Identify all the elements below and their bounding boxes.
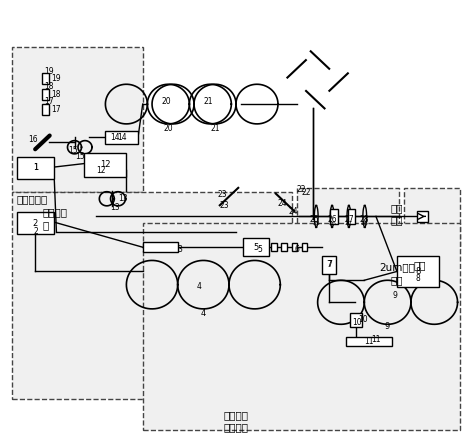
Text: 10: 10 bbox=[358, 315, 368, 324]
Text: 分离脉冲
放大模块: 分离脉冲 放大模块 bbox=[224, 410, 248, 432]
Text: 19: 19 bbox=[51, 74, 61, 83]
Bar bbox=[302, 243, 307, 251]
Bar bbox=[143, 242, 177, 252]
Bar bbox=[416, 211, 428, 222]
Text: 25: 25 bbox=[312, 221, 320, 227]
Text: 14: 14 bbox=[117, 132, 126, 142]
Text: 4: 4 bbox=[201, 309, 206, 318]
Text: 15: 15 bbox=[75, 152, 84, 161]
Text: 3: 3 bbox=[177, 245, 183, 254]
Text: 20: 20 bbox=[164, 124, 173, 133]
Text: 12: 12 bbox=[96, 165, 105, 175]
Text: 8: 8 bbox=[415, 273, 420, 283]
Text: 6: 6 bbox=[294, 245, 299, 254]
Text: 21: 21 bbox=[203, 97, 213, 107]
Text: 7: 7 bbox=[327, 260, 332, 269]
Bar bbox=[42, 104, 50, 115]
Text: 输出: 输出 bbox=[414, 260, 427, 270]
Text: 23: 23 bbox=[219, 201, 229, 210]
Text: 17: 17 bbox=[51, 105, 61, 114]
Bar bbox=[84, 153, 126, 177]
Text: 15: 15 bbox=[68, 146, 77, 155]
Text: 25: 25 bbox=[310, 215, 319, 224]
Text: 24: 24 bbox=[278, 198, 287, 208]
Text: 1: 1 bbox=[33, 163, 38, 173]
Text: 18: 18 bbox=[45, 82, 54, 91]
Text: 23: 23 bbox=[217, 190, 227, 199]
Text: 9: 9 bbox=[385, 322, 390, 331]
Text: 22: 22 bbox=[296, 186, 306, 194]
Text: 27: 27 bbox=[344, 215, 354, 224]
Text: 10: 10 bbox=[353, 318, 362, 326]
Bar bbox=[42, 89, 50, 99]
Bar bbox=[271, 243, 277, 251]
Bar bbox=[350, 313, 362, 326]
Bar bbox=[346, 337, 392, 347]
Text: 14: 14 bbox=[110, 132, 119, 142]
Text: 28: 28 bbox=[360, 215, 369, 224]
Text: 8: 8 bbox=[415, 267, 421, 276]
Text: 26: 26 bbox=[327, 215, 337, 224]
Text: 13: 13 bbox=[118, 194, 128, 203]
Text: 1: 1 bbox=[33, 163, 38, 173]
Bar bbox=[105, 131, 138, 144]
Bar bbox=[12, 192, 292, 399]
Text: 19: 19 bbox=[45, 66, 54, 75]
Text: 16: 16 bbox=[28, 135, 38, 144]
Text: 27: 27 bbox=[345, 221, 353, 227]
Text: 9: 9 bbox=[392, 291, 397, 300]
Bar bbox=[292, 243, 297, 251]
Text: 26: 26 bbox=[328, 221, 336, 227]
Text: 22: 22 bbox=[301, 188, 311, 197]
Text: 21: 21 bbox=[210, 124, 220, 133]
Bar bbox=[322, 256, 336, 274]
Bar bbox=[348, 209, 355, 224]
Bar bbox=[281, 243, 287, 251]
Text: 2um宽谱
模块: 2um宽谱 模块 bbox=[379, 263, 415, 285]
Text: 24: 24 bbox=[288, 206, 298, 215]
Bar bbox=[17, 157, 54, 179]
Text: 差频
模块: 差频 模块 bbox=[391, 203, 403, 226]
Bar bbox=[243, 239, 269, 256]
Text: 2: 2 bbox=[33, 227, 38, 236]
Bar bbox=[17, 212, 54, 234]
Text: 18: 18 bbox=[51, 90, 61, 99]
Bar bbox=[42, 73, 50, 84]
Text: 5: 5 bbox=[253, 243, 259, 252]
Text: 20: 20 bbox=[161, 97, 171, 107]
Bar bbox=[330, 209, 337, 224]
Text: 28: 28 bbox=[361, 221, 369, 227]
Bar bbox=[404, 188, 460, 249]
Text: 2: 2 bbox=[33, 219, 38, 227]
Text: 13: 13 bbox=[110, 203, 119, 212]
Text: 17: 17 bbox=[45, 97, 54, 107]
Text: 11: 11 bbox=[364, 337, 374, 346]
Bar bbox=[296, 254, 455, 399]
Bar bbox=[397, 256, 439, 287]
Text: 调谐滤光
片: 调谐滤光 片 bbox=[42, 207, 67, 230]
Text: 种子源模块: 种子源模块 bbox=[17, 194, 48, 204]
Text: 4: 4 bbox=[196, 282, 201, 291]
Text: 7: 7 bbox=[327, 260, 332, 269]
Bar bbox=[296, 188, 399, 249]
Text: 12: 12 bbox=[100, 160, 110, 169]
Text: 5: 5 bbox=[257, 245, 262, 254]
Bar bbox=[143, 223, 460, 430]
Bar bbox=[12, 47, 143, 192]
Text: 11: 11 bbox=[371, 335, 381, 344]
